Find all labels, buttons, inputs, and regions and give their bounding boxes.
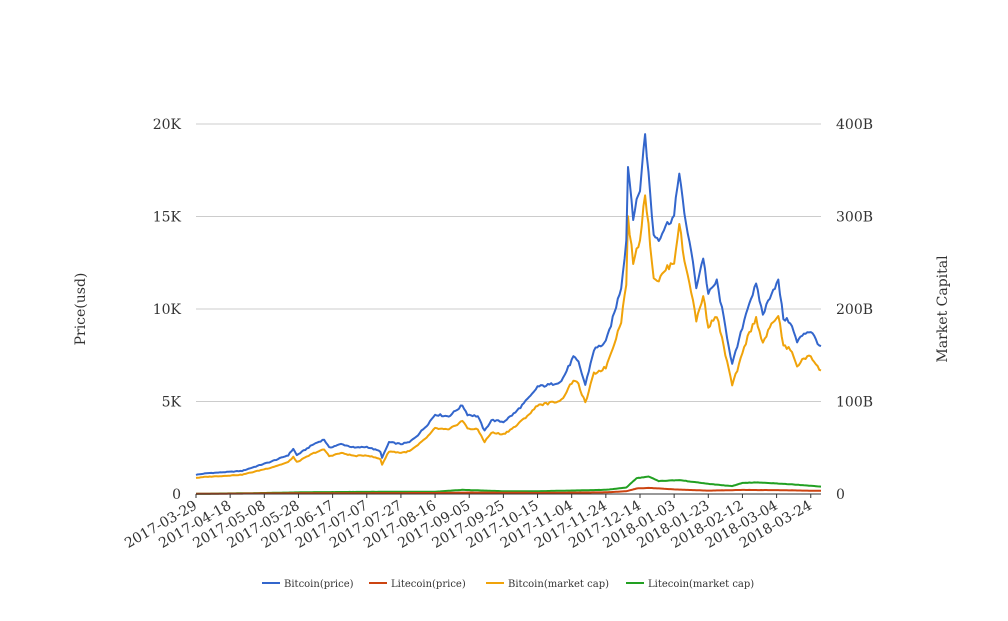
right-tick-label: 0	[836, 487, 845, 503]
legend-label: Bitcoin(market cap)	[508, 579, 609, 590]
right-axis-title: Market Capital	[935, 255, 951, 363]
gridlines	[196, 123, 821, 402]
right-y-axis: 0 100B 200B 300B 400B	[836, 117, 873, 503]
legend-label: Litecoin(market cap)	[648, 579, 754, 590]
left-axis-title: Price(usd)	[73, 273, 89, 346]
series-line-3	[196, 475, 822, 495]
series-line-0	[195, 133, 822, 476]
left-tick-label: 10K	[153, 302, 182, 318]
right-tick-label: 200B	[836, 302, 873, 318]
right-tick-label: 400B	[836, 117, 873, 133]
x-axis: 2017-03-292017-04-182017-05-082017-05-28…	[122, 494, 815, 552]
left-tick-label: 15K	[153, 210, 182, 226]
legend-label: Bitcoin(price)	[284, 579, 354, 590]
plot-area	[195, 133, 822, 495]
right-tick-label: 300B	[836, 210, 873, 226]
left-y-axis: 0 5K 10K 15K 20K	[153, 117, 182, 503]
legend: Bitcoin(price) Litecoin(price) Bitcoin(mar…	[262, 579, 754, 590]
series-line-1	[195, 486, 821, 495]
left-tick-label: 0	[172, 487, 181, 503]
legend-label: Litecoin(price)	[391, 579, 466, 590]
left-tick-label: 5K	[162, 395, 182, 411]
left-tick-label: 20K	[153, 117, 182, 133]
right-tick-label: 100B	[836, 395, 873, 411]
series-line-2	[195, 194, 822, 479]
